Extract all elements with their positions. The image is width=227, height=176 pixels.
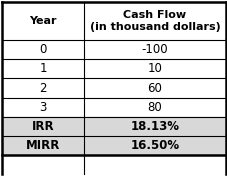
- Text: 1: 1: [39, 62, 47, 75]
- Text: IRR: IRR: [32, 120, 54, 133]
- Text: 80: 80: [147, 101, 162, 114]
- Text: MIRR: MIRR: [26, 139, 60, 152]
- Bar: [2, 136, 225, 155]
- Text: 0: 0: [39, 43, 47, 56]
- Text: -100: -100: [141, 43, 168, 56]
- Text: 60: 60: [147, 81, 162, 95]
- Text: Year: Year: [30, 16, 57, 26]
- Text: 10: 10: [147, 62, 162, 75]
- Text: 2: 2: [39, 81, 47, 95]
- Text: 3: 3: [39, 101, 47, 114]
- Text: 18.13%: 18.13%: [130, 120, 179, 133]
- Text: Cash Flow
(in thousand dollars): Cash Flow (in thousand dollars): [89, 10, 220, 32]
- Bar: [2, 117, 225, 136]
- Text: 16.50%: 16.50%: [130, 139, 179, 152]
